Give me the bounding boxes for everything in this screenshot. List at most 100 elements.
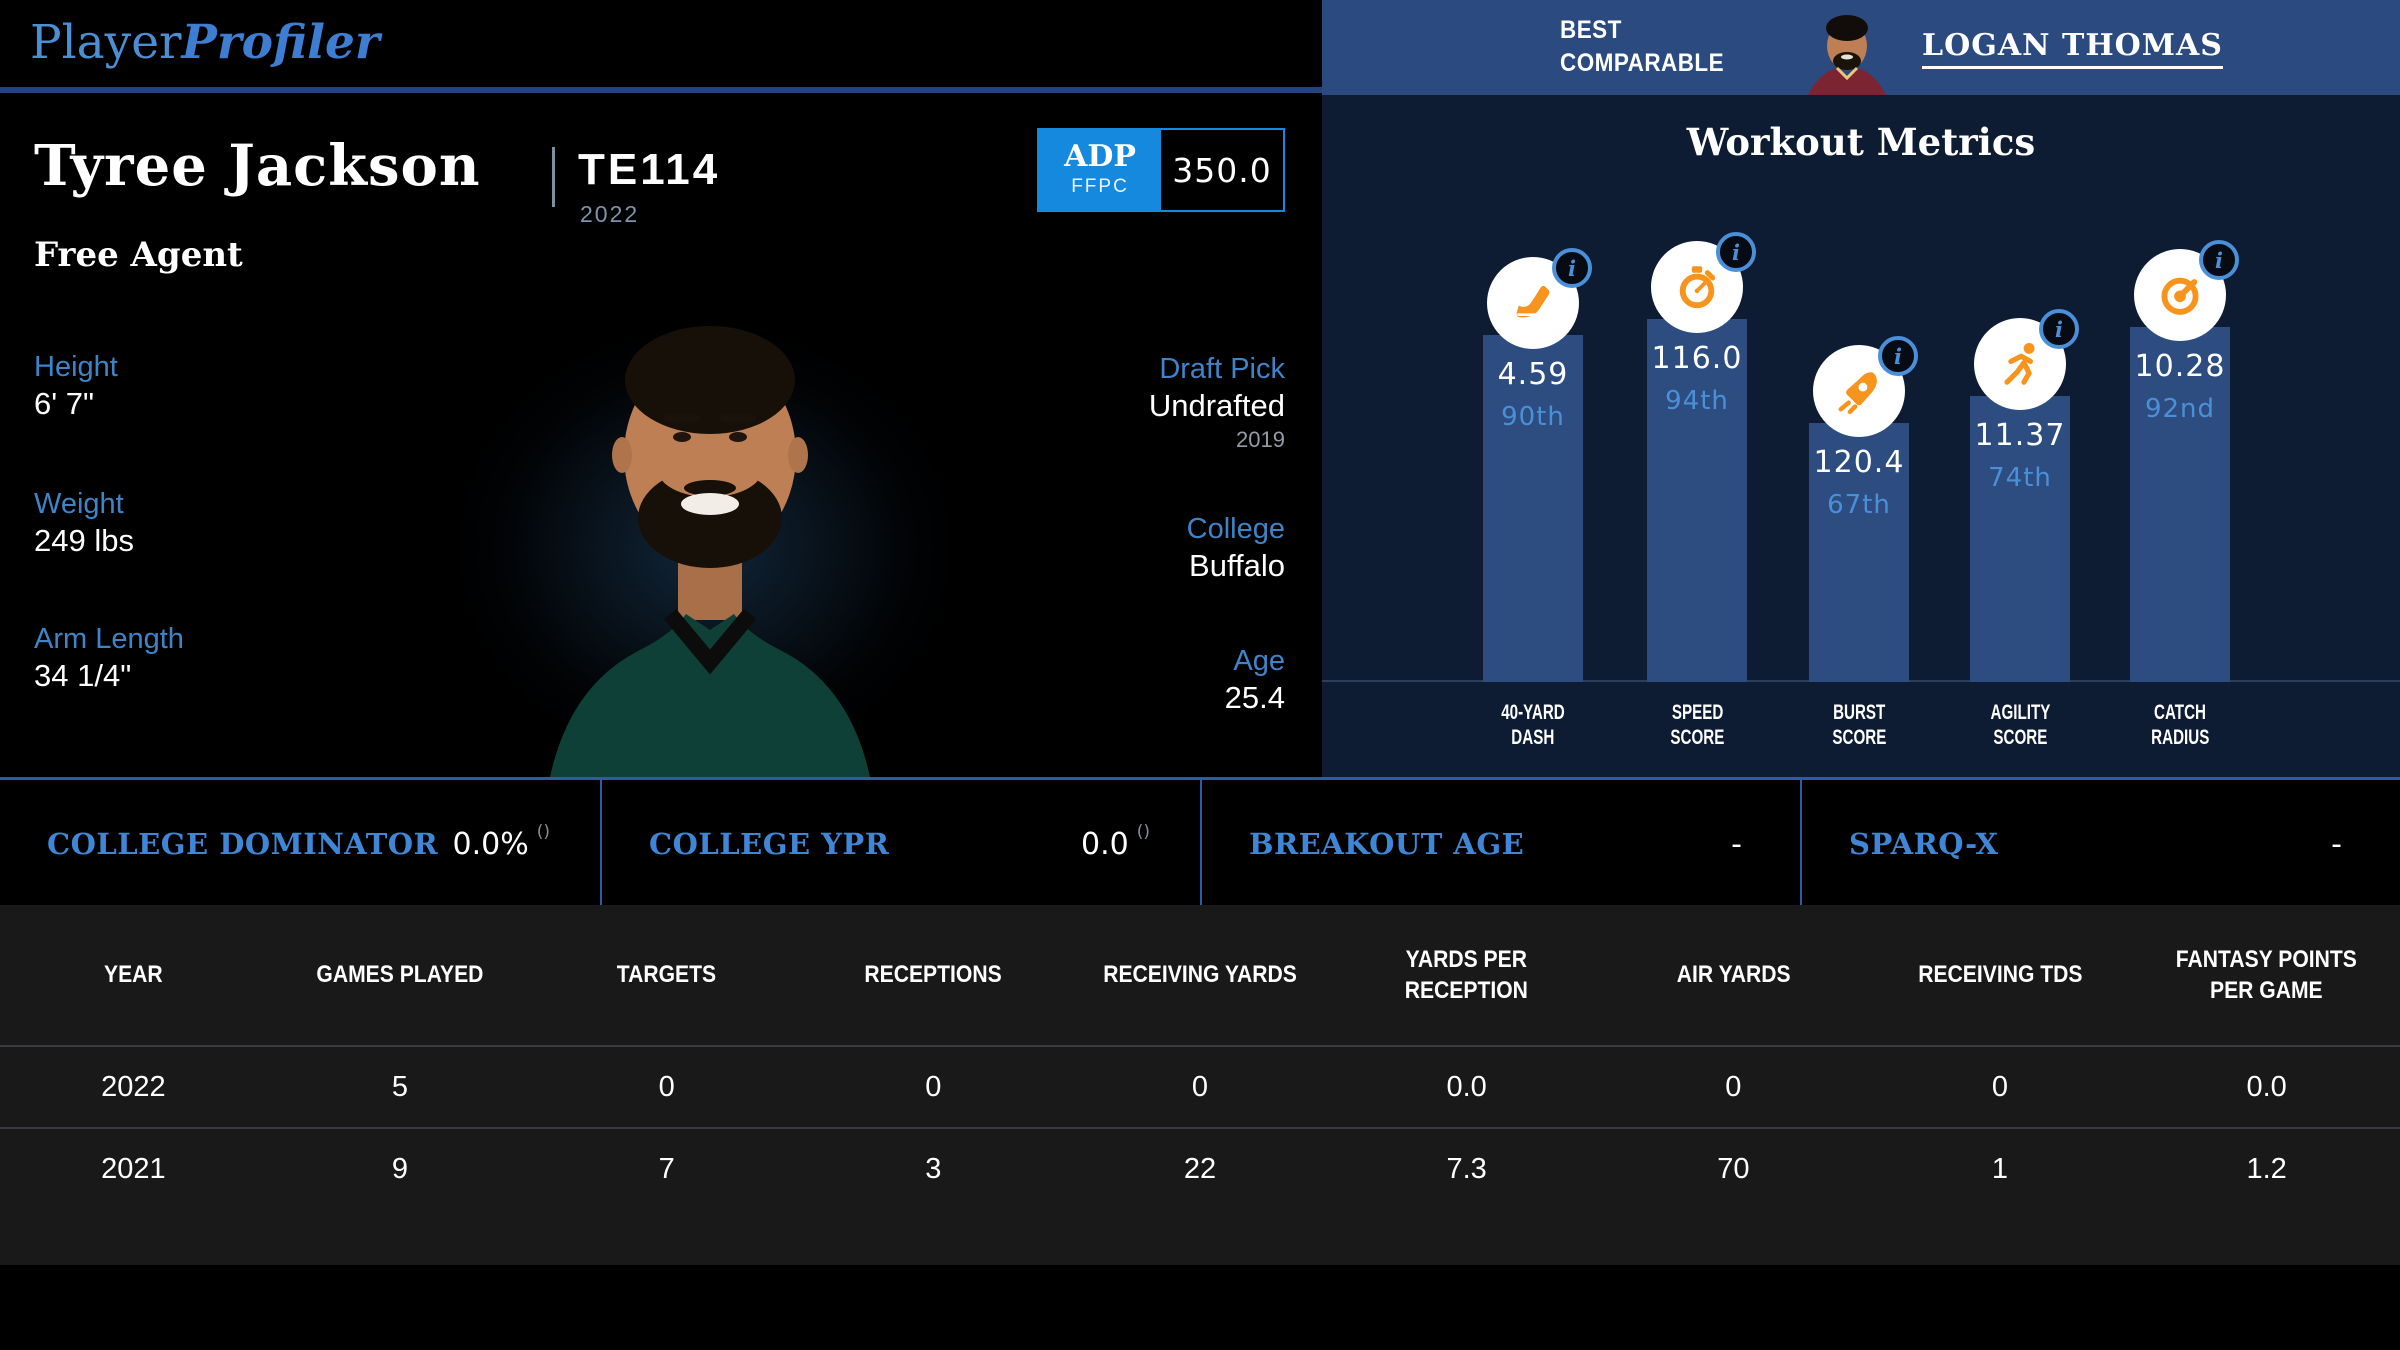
attribute-value: 249 lbs [34, 522, 134, 558]
player-photo [320, 230, 1060, 777]
stat-value: - [1731, 826, 1742, 862]
table-cell: 0 [1991, 1070, 2009, 1103]
player-summary-panel: Tyree Jackson TE114 2022 Free Agent ADP … [0, 93, 1322, 777]
bottom-spacer [0, 1265, 2400, 1350]
metric-agility-score: i 11.37 74th [1930, 309, 2110, 682]
metric-burst-score: i 120.4 67th [1769, 336, 1949, 682]
best-comparable-bar: BEST COMPARABLE LOGAN THOMAS [1322, 0, 2400, 95]
info-icon[interactable]: i [2199, 240, 2239, 280]
gauge-icon: i [2134, 240, 2239, 341]
attribute-sub: 2019 [1236, 426, 1285, 452]
best-comparable-label: BEST COMPARABLE [1560, 16, 1725, 77]
info-icon[interactable]: i [2039, 309, 2079, 349]
attribute-value: 6' 7" [34, 385, 95, 421]
attribute-value: Buffalo [1189, 547, 1285, 583]
attribute-label: College [1186, 513, 1285, 545]
attribute-label: Weight [34, 488, 124, 520]
metric-percentile: 92nd [2144, 394, 2216, 424]
attribute-draft-pick: Draft Pick Undrafted 2019 [1149, 352, 1285, 454]
metric-label-speed-score: SPEED SCORE [1670, 701, 1724, 750]
metric-percentile: 67th [1827, 490, 1891, 520]
column-header: TARGETS [616, 961, 717, 989]
stat-label: COLLEGE YPR [649, 827, 890, 861]
name-divider [552, 147, 555, 207]
comparable-player-photo [1792, 6, 1902, 95]
stat-note: () [536, 821, 550, 842]
stopwatch-icon: i [1651, 232, 1756, 333]
adp-label: ADP [1064, 139, 1136, 174]
runner-icon: i [1974, 309, 2079, 410]
table-cell: 0 [1725, 1070, 1742, 1103]
metric-label-40-yard-dash: 40-YARD DASH [1501, 701, 1565, 750]
player-portrait-illustration [550, 326, 870, 777]
playerprofiler-logo[interactable]: PlayerProfiler [30, 10, 380, 76]
table-cell: 2022 [101, 1070, 166, 1103]
table-cell: 0 [925, 1070, 942, 1103]
info-icon[interactable]: i [1552, 248, 1592, 288]
column-header: RECEPTIONS [864, 961, 1002, 989]
table-row: 2021 9 7 3 22 7.3 70 1 1.2 [0, 1127, 2400, 1209]
table-row: 2022 5 0 0 0 0.0 0 0 0.0 [0, 1045, 2400, 1127]
stat-label: BREAKOUT AGE [1249, 827, 1525, 861]
attribute-label: Height [34, 351, 118, 383]
stat-label: COLLEGE DOMINATOR [47, 827, 439, 861]
rocket-icon: i [1813, 336, 1918, 437]
column-header: FANTASY POINTS PER GAME [2176, 945, 2358, 1004]
stat-college-ypr: COLLEGE YPR 0.0() [600, 780, 1200, 908]
metric-bar: 116.0 94th [1647, 319, 1747, 682]
info-icon[interactable]: i [1716, 232, 1756, 272]
player-name: Tyree Jackson [34, 133, 481, 199]
stat-sparq-x: SPARQ-X - [1800, 780, 2400, 908]
column-header: GAMES PLAYED [316, 961, 484, 989]
college-stats-strip: COLLEGE DOMINATOR 0.0%() COLLEGE YPR 0.0… [0, 777, 2400, 908]
season-label: 2022 [580, 201, 640, 227]
stat-breakout-age: BREAKOUT AGE - [1200, 780, 1800, 908]
attribute-weight: Weight 249 lbs [34, 487, 134, 561]
season-stats-table: YEAR GAMES PLAYED TARGETS RECEPTIONS REC… [0, 905, 2400, 1265]
stat-note: () [1136, 821, 1150, 842]
metric-value: 116.0 [1651, 341, 1743, 376]
comparable-player-link[interactable]: LOGAN THOMAS [1922, 28, 2223, 69]
table-cell: 22 [1183, 1152, 1217, 1185]
adp-value: 350.0 [1161, 130, 1283, 210]
logo-part2: Profiler [181, 15, 380, 70]
table-cell: 0 [658, 1070, 675, 1103]
workout-bar-chart: i 4.59 90th i [1322, 0, 2400, 682]
table-cell: 70 [1717, 1152, 1750, 1185]
attribute-label: Age [1233, 645, 1285, 677]
metric-percentile: 94th [1665, 386, 1729, 416]
metric-label-catch-radius: CATCH RADIUS [2150, 701, 2210, 750]
metric-bar: 4.59 90th [1483, 335, 1583, 682]
metric-40-yard-dash: i 4.59 90th [1443, 248, 1623, 682]
attribute-arm-length: Arm Length 34 1/4" [34, 622, 184, 696]
table-cell: 9 [391, 1152, 409, 1185]
stat-value: - [2331, 826, 2342, 862]
metric-catch-radius: i 10.28 92nd [2090, 240, 2270, 682]
column-header: RECEIVING TDS [1917, 961, 2083, 989]
table-cell: 0.0 [1446, 1070, 1487, 1103]
stat-label: SPARQ-X [1849, 827, 1999, 861]
table-cell: 7 [658, 1152, 675, 1185]
metric-percentile: 74th [1988, 463, 2052, 493]
table-cell: 1 [1991, 1152, 2009, 1185]
logo-part1: Player [30, 15, 182, 70]
stat-value: 0.0() [1081, 821, 1150, 862]
adp-box: ADP FFPC 350.0 [1037, 128, 1285, 212]
column-header: AIR YARDS [1676, 961, 1791, 989]
table-cell: 0.0 [2246, 1070, 2287, 1103]
table-header-row: YEAR GAMES PLAYED TARGETS RECEPTIONS REC… [0, 905, 2400, 1045]
attribute-height: Height 6' 7" [34, 350, 118, 424]
attribute-label: Draft Pick [1159, 353, 1285, 385]
metric-bar: 120.4 67th [1809, 423, 1909, 682]
table-cell: 0 [1191, 1070, 1209, 1103]
table-cell: 7.3 [1446, 1152, 1487, 1185]
attribute-value: Undrafted [1148, 387, 1285, 423]
table-cell: 5 [391, 1070, 409, 1103]
info-icon[interactable]: i [1878, 336, 1918, 376]
position-rank: TE114 [578, 145, 721, 194]
team-status: Free Agent [34, 235, 243, 275]
metric-value: 4.59 [1497, 357, 1569, 392]
metric-bar: 10.28 92nd [2130, 327, 2230, 682]
table-cell: 2021 [101, 1152, 166, 1185]
